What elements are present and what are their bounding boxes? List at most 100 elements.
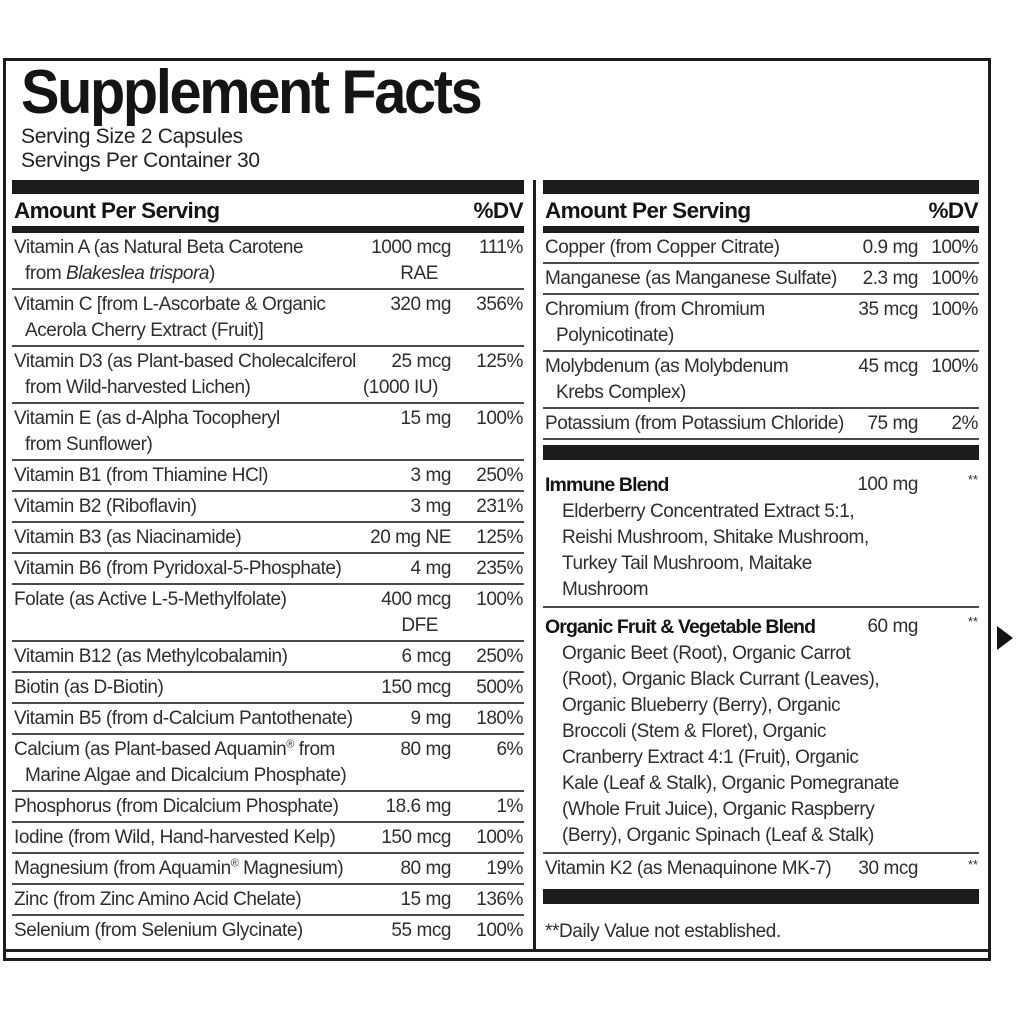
nutrient-dv: 100% bbox=[476, 920, 523, 941]
nutrient-dv: 250% bbox=[476, 465, 523, 486]
nutrient-name: Molybdenum (as Molybdenum Krebs Complex) bbox=[545, 354, 822, 406]
nutrient-amount: 55 mcg bbox=[391, 920, 451, 941]
left-column: Amount Per Serving %DV Vitamin A (as Nat… bbox=[12, 180, 524, 945]
nutrient-dv: 100% bbox=[476, 827, 523, 848]
nutrient-row: Vitamin B6 (from Pyridoxal-5-Phosphate) 4… bbox=[12, 554, 524, 585]
amount-unit-line: (1000 IU) bbox=[362, 377, 439, 398]
nutrient-dv: 180% bbox=[476, 708, 523, 729]
nutrient-name: Copper (from Copper Citrate) bbox=[545, 237, 780, 258]
nutrient-name: Vitamin C [from L-Ascorbate & Organic Ace… bbox=[14, 292, 341, 344]
nutrient-name-continuation: Acerola Cherry Extract (Fruit)] bbox=[25, 320, 264, 341]
nutrient-row: Vitamin B2 (Riboflavin) 3 mg 231% bbox=[12, 492, 524, 523]
nutrient-dv: 100% bbox=[931, 268, 978, 289]
nutrient-row: Vitamin E (as d-Alpha Tocopheryl from Sun… bbox=[12, 404, 524, 461]
nutrient-rows: Vitamin A (as Natural Beta Carotene from … bbox=[12, 233, 524, 945]
nutrient-dv: 100% bbox=[931, 356, 978, 377]
nutrient-name: Phosphorus (from Dicalcium Phosphate) bbox=[14, 796, 339, 817]
servings-per-container: Servings Per Container 30 bbox=[21, 149, 260, 172]
nutrient-amount: 1000 mcg RAE bbox=[341, 235, 451, 287]
nutrient-dv: ** bbox=[918, 471, 978, 498]
nutrient-name: Vitamin A (as Natural Beta Carotene from … bbox=[14, 235, 341, 287]
nutrient-dv: 19% bbox=[486, 858, 523, 879]
nutrient-amount: 80 mg bbox=[400, 858, 451, 879]
nutrient-row: Vitamin B3 (as Niacinamide) 20 mg NE 125% bbox=[12, 523, 524, 554]
blend-name: Organic Fruit & Vegetable Blend bbox=[545, 616, 816, 638]
nutrient-name: Vitamin B3 (as Niacinamide) bbox=[14, 527, 242, 548]
column-divider bbox=[533, 180, 536, 950]
nutrient-name: Selenium (from Selenium Glycinate) bbox=[14, 920, 303, 941]
nutrient-name-continuation: from Sunflower) bbox=[25, 434, 153, 455]
dv-header: %DV bbox=[473, 198, 524, 223]
nutrient-name: Zinc (from Zinc Amino Acid Chelate) bbox=[14, 889, 302, 910]
nutrient-name: Vitamin B1 (from Thiamine HCl) bbox=[14, 465, 268, 486]
nutrient-amount: 25 mcg (1000 IU) bbox=[341, 349, 452, 401]
section-separator-bar bbox=[543, 889, 979, 904]
nutrient-amount: 18.6 mg bbox=[385, 796, 451, 817]
nutrient-name: Iodine (from Wild, Hand-harvested Kelp) bbox=[14, 827, 336, 848]
column-header-bar bbox=[543, 180, 979, 194]
nutrient-dv: 125% bbox=[476, 527, 523, 548]
nutrient-dv: 356% bbox=[476, 294, 523, 315]
nutrient-amount: 0.9 mg bbox=[862, 237, 919, 258]
blend-ingredient-line: (Whole Fruit Juice), Organic Raspberry bbox=[562, 799, 875, 820]
nutrient-row: Folate (as Active L-5-Methylfolate) 400 m… bbox=[12, 585, 524, 642]
amount-per-serving-header: Amount Per Serving bbox=[14, 198, 220, 223]
nutrient-amount: 3 mg bbox=[410, 465, 452, 486]
nutrient-row: Phosphorus (from Dicalcium Phosphate) 18.… bbox=[12, 792, 524, 823]
nutrient-name-continuation: from Wild-harvested Lichen) bbox=[25, 377, 251, 398]
blend-header: Immune Blend 100 mg ** bbox=[545, 471, 978, 499]
carousel-next-button[interactable] bbox=[997, 621, 1023, 655]
nutrient-amount: 150 mcg bbox=[381, 677, 451, 698]
dv-asterisks: ** bbox=[967, 857, 978, 872]
nutrient-name: Potassium (from Potassium Chloride) bbox=[545, 413, 844, 434]
nutrient-row: Vitamin A (as Natural Beta Carotene from … bbox=[12, 233, 524, 290]
nutrient-name: Vitamin B2 (Riboflavin) bbox=[14, 496, 197, 517]
nutrient-amount: 30 mcg bbox=[858, 858, 918, 879]
blend-header: Organic Fruit & Vegetable Blend 60 mg ** bbox=[545, 613, 978, 641]
nutrient-amount: 3 mg bbox=[410, 496, 452, 517]
nutrient-dv: 500% bbox=[476, 677, 523, 698]
nutrient-row: Calcium (as Plant-based Aquamin® from Mar… bbox=[12, 735, 524, 792]
registered-mark: ® bbox=[230, 857, 239, 870]
nutrient-dv: 2% bbox=[951, 413, 978, 434]
nutrient-row: Iodine (from Wild, Hand-harvested Kelp) 1… bbox=[12, 823, 524, 854]
blend-row: Organic Fruit & Vegetable Blend 60 mg ** Or… bbox=[543, 608, 979, 854]
dv-footnote: **Daily Value not established. bbox=[545, 921, 781, 942]
blend-row: Immune Blend 100 mg ** Elderberry Concentra… bbox=[543, 466, 979, 608]
nutrient-amount: 15 mg bbox=[400, 408, 451, 429]
nutrient-name: Vitamin K2 (as Menaquinone MK-7) bbox=[545, 858, 832, 879]
nutrient-dv: 100% bbox=[931, 299, 978, 320]
nutrient-amount: 45 mcg bbox=[858, 356, 918, 377]
nutrient-name-continuation: Marine Algae and Dicalcium Phosphate) bbox=[25, 765, 347, 786]
nutrient-name: Calcium (as Plant-based Aquamin® from Mar… bbox=[14, 737, 347, 789]
nutrient-name: Folate (as Active L-5-Methylfolate) bbox=[14, 589, 287, 610]
nutrient-row: Vitamin C [from L-Ascorbate & Organic Ace… bbox=[12, 290, 524, 347]
nutrient-row: Biotin (as D-Biotin) 150 mcg 500% bbox=[12, 673, 524, 704]
nutrient-dv: 231% bbox=[476, 496, 523, 517]
nutrient-amount: 60 mg bbox=[867, 616, 918, 637]
nutrient-name-continuation: from Blakeslea trispora) bbox=[25, 263, 215, 284]
blend-ingredient-line: Turkey Tail Mushroom, Maitake bbox=[562, 553, 812, 574]
carousel-next-arrow-icon bbox=[997, 626, 1013, 650]
nutrient-amount: 15 mg bbox=[400, 889, 451, 910]
nutrient-amount: 150 mcg bbox=[381, 827, 451, 848]
blend-ingredient-line: Mushroom bbox=[562, 579, 649, 600]
nutrient-dv: 235% bbox=[476, 558, 523, 579]
nutrient-row: Zinc (from Zinc Amino Acid Chelate) 15 mg… bbox=[12, 885, 524, 916]
nutrient-row: Molybdenum (as Molybdenum Krebs Complex) 4… bbox=[543, 352, 979, 409]
nutrient-row: Magnesium (from Aquamin® Magnesium) 80 mg… bbox=[12, 854, 524, 885]
nutrient-row: Copper (from Copper Citrate) 0.9 mg 100% bbox=[543, 233, 979, 264]
nutrient-name-continuation: Krebs Complex) bbox=[556, 382, 686, 403]
nutrient-dv: 100% bbox=[476, 589, 523, 610]
nutrient-amount: 320 mg bbox=[390, 294, 451, 315]
nutrient-amount: 100 mg bbox=[857, 474, 918, 495]
right-column: Amount Per Serving %DV Copper (from Copp… bbox=[543, 180, 979, 945]
nutrient-amount: 80 mg bbox=[400, 739, 451, 760]
blend-ingredient-line: Broccoli (Stem & Floret), Organic bbox=[562, 721, 826, 742]
registered-mark: ® bbox=[286, 738, 294, 751]
nutrient-amount: 2.3 mg bbox=[862, 268, 919, 289]
dv-header: %DV bbox=[928, 198, 979, 223]
nutrient-row: Manganese (as Manganese Sulfate) 2.3 mg 10… bbox=[543, 264, 979, 295]
nutrient-row: Chromium (from Chromium Polynicotinate) 35… bbox=[543, 295, 979, 352]
